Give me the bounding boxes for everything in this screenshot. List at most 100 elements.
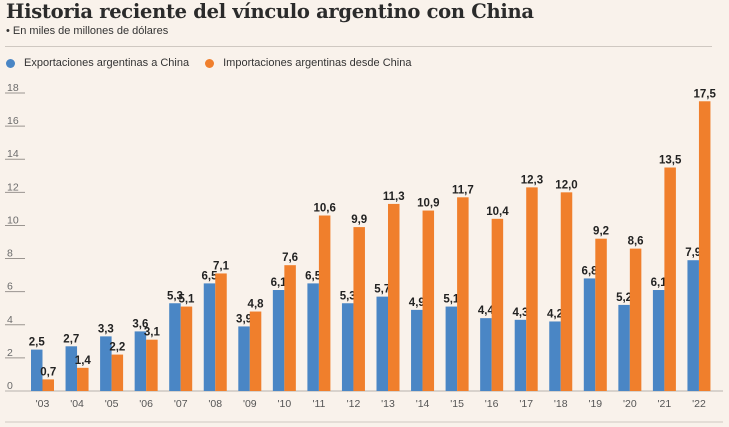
legend-label-exports: Exportaciones argentinas a China bbox=[24, 57, 190, 69]
bar-exports bbox=[411, 309, 423, 391]
value-label-imports: 7,6 bbox=[282, 252, 298, 264]
x-tick-label: '19 bbox=[588, 398, 602, 410]
bar-imports bbox=[318, 215, 331, 391]
value-label-exports: 4,9 bbox=[409, 297, 425, 309]
bar-imports bbox=[215, 273, 227, 391]
value-label-imports: 11,3 bbox=[383, 191, 405, 203]
bar-imports bbox=[457, 197, 469, 391]
bar-imports bbox=[388, 203, 400, 391]
bar-exports bbox=[134, 331, 147, 391]
x-tick-label: '15 bbox=[450, 398, 464, 410]
legend-item-imports: Importaciones argentinas desde China bbox=[205, 57, 411, 69]
bar-exports bbox=[583, 278, 596, 391]
x-tick-label: '11 bbox=[312, 398, 325, 410]
value-label-exports: 4,2 bbox=[547, 308, 563, 320]
x-tick-label: '18 bbox=[554, 398, 568, 410]
value-label-imports: 9,9 bbox=[351, 214, 367, 226]
bar-imports bbox=[560, 192, 573, 391]
value-label-exports: 3,9 bbox=[236, 313, 252, 325]
chart-subtitle: • En miles de millones de dólares bbox=[6, 25, 169, 37]
x-tick-label: '10 bbox=[278, 398, 292, 410]
value-label-exports: 6,8 bbox=[582, 265, 599, 277]
bar-exports bbox=[445, 306, 458, 391]
value-label-imports: 3,1 bbox=[144, 327, 161, 339]
bar-imports bbox=[77, 367, 89, 391]
value-label-exports: 6,1 bbox=[271, 277, 288, 289]
value-label-imports: 0,7 bbox=[40, 366, 56, 378]
value-label-exports: 6,1 bbox=[651, 277, 668, 289]
header-divider bbox=[5, 46, 712, 47]
value-label-imports: 10,9 bbox=[417, 198, 439, 210]
bar-exports bbox=[376, 296, 388, 391]
bar-imports bbox=[353, 227, 365, 391]
value-label-exports: 4,3 bbox=[512, 307, 528, 319]
x-tick-label: '13 bbox=[381, 398, 395, 410]
x-tick-label: '17 bbox=[519, 398, 533, 410]
value-label-imports: 11,7 bbox=[452, 184, 474, 196]
value-label-imports: 7,1 bbox=[213, 260, 230, 272]
bar-imports bbox=[491, 218, 504, 391]
x-tick-label: '03 bbox=[36, 398, 50, 410]
value-label-imports: 12,3 bbox=[521, 174, 543, 186]
bar-exports bbox=[480, 318, 492, 391]
value-label-imports: 8,6 bbox=[628, 236, 644, 248]
legend: Exportaciones argentinas a China Importa… bbox=[6, 57, 427, 69]
y-tick-label: 12 bbox=[7, 181, 19, 193]
y-tick-label: 18 bbox=[7, 82, 19, 94]
bar-imports bbox=[146, 339, 158, 391]
bar-exports bbox=[31, 349, 43, 391]
value-label-imports: 1,4 bbox=[75, 355, 92, 367]
bar-exports bbox=[203, 283, 216, 391]
x-tick-label: '22 bbox=[692, 398, 706, 410]
bar-imports bbox=[42, 379, 54, 391]
value-label-exports: 4,4 bbox=[478, 305, 495, 317]
value-label-exports: 5,3 bbox=[167, 290, 183, 302]
value-label-exports: 6,5 bbox=[202, 270, 219, 282]
legend-item-exports: Exportaciones argentinas a China bbox=[6, 57, 189, 69]
bar-imports bbox=[595, 238, 607, 391]
bar-imports bbox=[664, 167, 676, 391]
bar-exports bbox=[687, 260, 699, 391]
bar-exports bbox=[514, 319, 527, 391]
value-label-imports: 13,5 bbox=[659, 155, 682, 167]
bar-imports bbox=[526, 187, 538, 391]
x-tick-label: '21 bbox=[658, 398, 672, 410]
value-label-imports: 17,5 bbox=[694, 88, 717, 100]
bar-exports bbox=[341, 303, 354, 391]
value-label-exports: 5,1 bbox=[443, 294, 460, 306]
legend-label-imports: Importaciones argentinas desde China bbox=[223, 57, 412, 69]
y-tick-label: 14 bbox=[7, 148, 19, 160]
value-label-imports: 12,0 bbox=[555, 179, 577, 191]
bar-imports bbox=[284, 265, 296, 391]
x-tick-label: '14 bbox=[416, 398, 430, 410]
bar-imports bbox=[698, 101, 711, 392]
bar-exports bbox=[549, 321, 561, 391]
value-label-exports: 5,7 bbox=[374, 284, 390, 296]
x-tick-label: '04 bbox=[70, 398, 84, 410]
value-label-imports: 4,8 bbox=[248, 299, 265, 311]
y-tick-label: 6 bbox=[7, 281, 13, 293]
legend-dot-icon bbox=[6, 58, 15, 68]
value-label-imports: 2,2 bbox=[109, 342, 125, 354]
x-tick-label: '16 bbox=[485, 398, 499, 410]
value-label-exports: 2,5 bbox=[29, 337, 46, 349]
value-label-imports: 10,4 bbox=[486, 206, 509, 218]
x-tick-label: '09 bbox=[243, 398, 257, 410]
bar-imports bbox=[629, 248, 642, 391]
bar-exports bbox=[238, 326, 250, 391]
x-tick-label: '07 bbox=[174, 398, 188, 410]
value-label-imports: 10,6 bbox=[313, 203, 335, 215]
value-label-exports: 5,2 bbox=[616, 292, 632, 304]
bar-exports bbox=[652, 290, 665, 391]
bar-imports bbox=[249, 311, 262, 391]
value-label-exports: 5,3 bbox=[340, 290, 356, 302]
x-tick-label: '20 bbox=[623, 398, 637, 410]
y-tick-label: 10 bbox=[7, 214, 19, 226]
y-tick-label: 0 bbox=[7, 380, 13, 392]
x-tick-label: '12 bbox=[347, 398, 361, 410]
value-label-imports: 9,2 bbox=[593, 226, 609, 238]
x-tick-label: '05 bbox=[105, 398, 119, 410]
y-tick-label: 16 bbox=[7, 115, 19, 127]
value-label-exports: 2,7 bbox=[63, 333, 79, 345]
